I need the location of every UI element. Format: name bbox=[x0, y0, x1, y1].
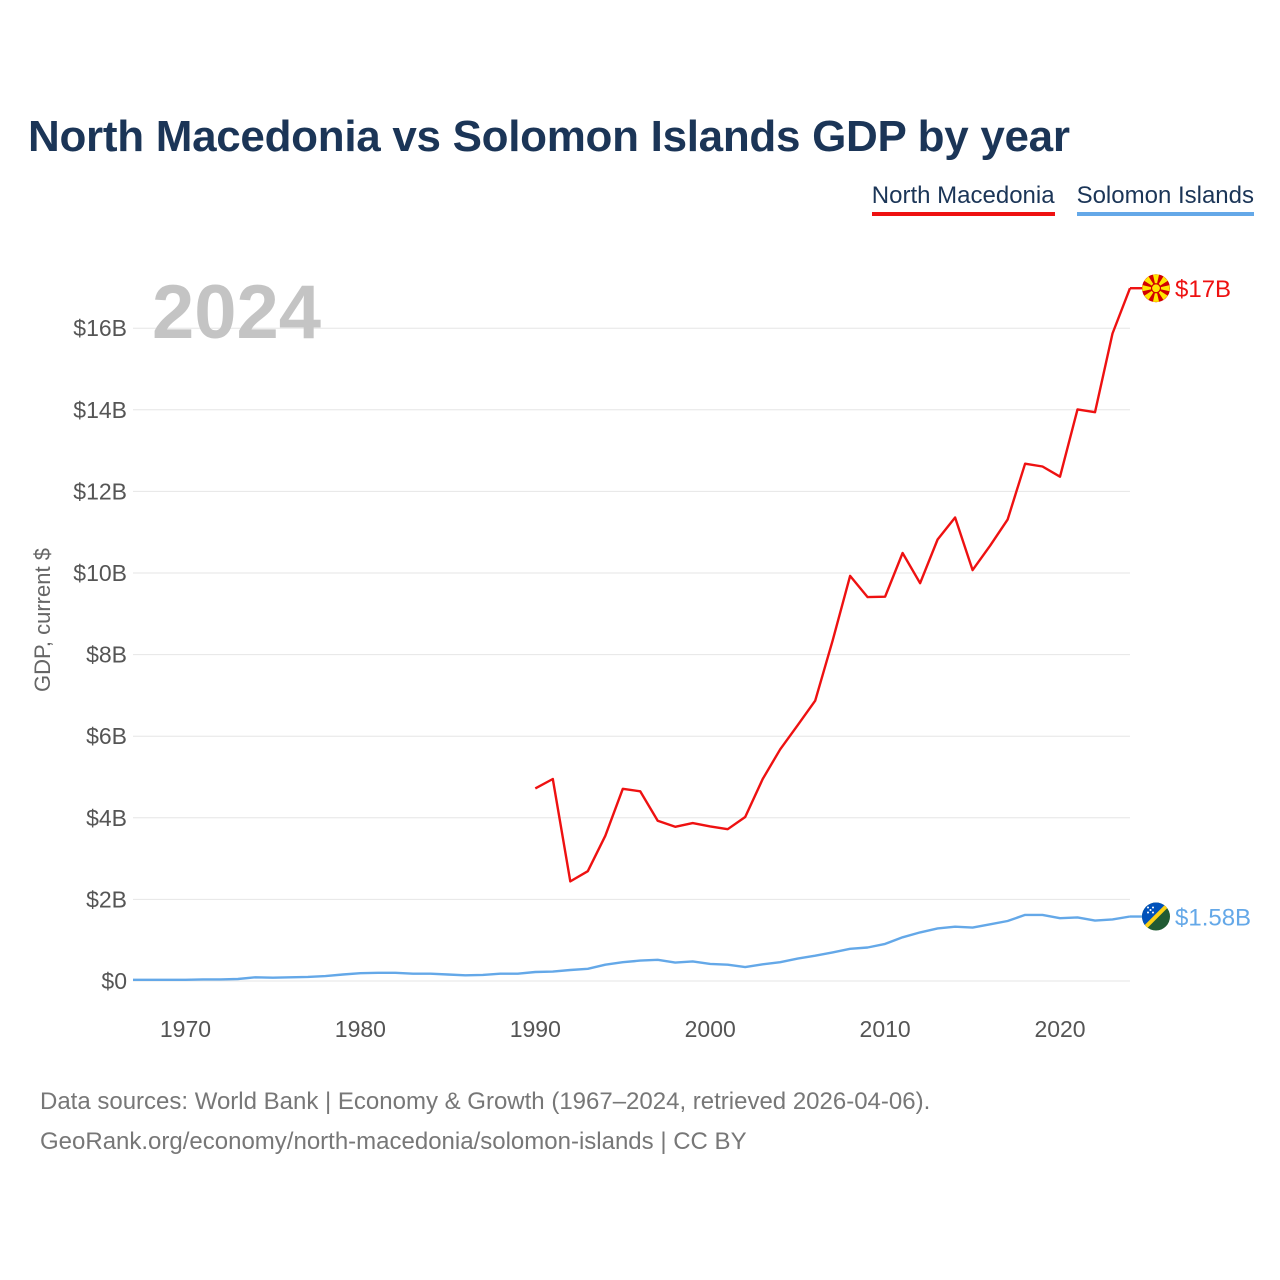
legend-item-solomon-islands[interactable]: Solomon Islands bbox=[1076, 182, 1254, 216]
y-axis-label: GDP, current $ bbox=[30, 548, 55, 692]
x-tick-label: 2020 bbox=[1034, 1016, 1085, 1042]
y-tick-label: $16B bbox=[73, 315, 127, 341]
end-value-label: $1.58B bbox=[1175, 905, 1251, 932]
x-tick-label: 1990 bbox=[510, 1016, 561, 1042]
source-line-1: Data sources: World Bank | Economy & Gro… bbox=[40, 1088, 931, 1115]
x-tick-label: 1970 bbox=[160, 1016, 211, 1042]
x-tick-label: 2000 bbox=[685, 1016, 736, 1042]
y-tick-label: $8B bbox=[86, 642, 127, 668]
y-axis-ticks: $0 $2B $4B $6B $8B $10B $12B $14B $16B bbox=[73, 315, 127, 994]
y-tick-label: $6B bbox=[86, 723, 127, 749]
year-watermark: 2024 bbox=[152, 270, 321, 355]
solomon-islands-flag-icon bbox=[1142, 902, 1170, 931]
end-markers: $17B $1.58B bbox=[1130, 274, 1251, 932]
chart-title: North Macedonia vs Solomon Islands GDP b… bbox=[28, 112, 1070, 161]
y-tick-label: $12B bbox=[73, 478, 127, 504]
end-value-label: $17B bbox=[1175, 276, 1231, 303]
source-note: Data sources: World Bank | Economy & Gro… bbox=[40, 1082, 930, 1162]
y-tick-label: $4B bbox=[86, 805, 127, 831]
legend-item-north-macedonia[interactable]: North Macedonia bbox=[871, 182, 1055, 216]
x-tick-label: 1980 bbox=[335, 1016, 386, 1042]
y-tick-label: $2B bbox=[86, 886, 127, 912]
y-tick-label: $10B bbox=[73, 560, 127, 586]
series-line-solomon-islands[interactable] bbox=[133, 913, 1131, 981]
series-lines bbox=[133, 287, 1132, 981]
y-tick-label: $14B bbox=[73, 397, 127, 423]
y-tick-label: $0 bbox=[101, 968, 127, 994]
series-line-north-macedonia[interactable] bbox=[534, 287, 1132, 883]
source-line-2[interactable]: GeoRank.org/economy/north-macedonia/solo… bbox=[40, 1128, 747, 1155]
legend: North Macedonia Solomon Islands bbox=[871, 182, 1254, 216]
x-axis-ticks: 1970 1980 1990 2000 2010 2020 bbox=[160, 1016, 1086, 1042]
gridlines bbox=[133, 327, 1130, 982]
north-macedonia-flag-icon bbox=[1142, 274, 1170, 303]
x-tick-label: 2010 bbox=[860, 1016, 911, 1042]
